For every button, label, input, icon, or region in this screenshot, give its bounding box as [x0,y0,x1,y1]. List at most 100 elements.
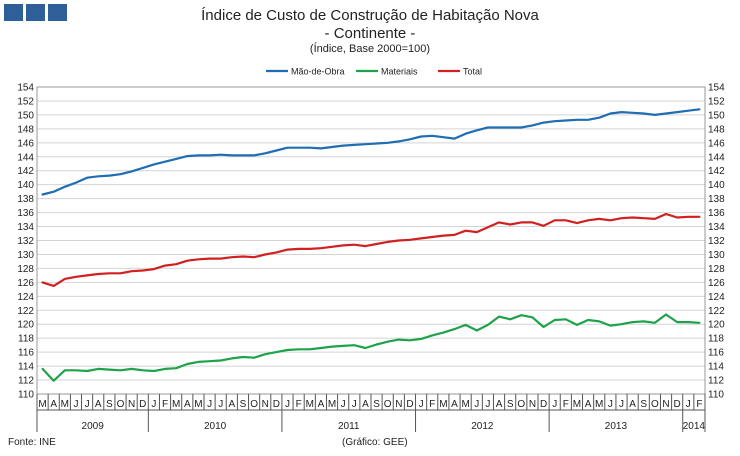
y-tick-label-left: 144 [17,152,34,163]
x-month-label: M [38,399,46,410]
y-tick-label-left: 122 [17,306,34,317]
x-month-label: M [595,399,603,410]
y-tick-label-right: 134 [708,222,725,233]
legend-label: Total [463,67,482,77]
y-tick-label-left: 130 [17,250,34,261]
y-tick-label-left: 150 [17,110,34,121]
x-month-label: J [474,399,479,410]
x-month-label: J [151,399,156,410]
x-month-label: J [73,399,78,410]
y-tick-label-left: 124 [17,292,34,303]
x-month-label: M [306,399,314,410]
x-month-label: A [362,399,369,410]
x-month-label: J [552,399,557,410]
y-tick-label-right: 122 [708,306,725,317]
x-month-label: A [585,399,592,410]
source-note: Fonte: INE [8,437,56,448]
x-month-label: D [139,399,146,410]
series-line [41,212,701,287]
chart-credit: (Gráfico: GEE) [342,437,408,448]
x-month-label: N [529,399,536,410]
x-month-label: A [95,399,102,410]
y-tick-label-right: 152 [708,96,725,107]
x-month-label: N [128,399,135,410]
x-month-label: F [162,399,168,410]
x-month-label: F [296,399,302,410]
y-tick-label-right: 132 [708,236,725,247]
y-tick-label-right: 148 [708,124,725,135]
y-tick-label-right: 124 [708,292,725,303]
x-year-label: 2013 [605,421,628,432]
x-month-label: M [328,399,336,410]
x-month-label: M [439,399,447,410]
y-tick-label-left: 146 [17,138,34,149]
x-month-label: J [352,399,357,410]
x-year-label: 2011 [338,421,360,432]
x-month-label: S [507,399,514,410]
y-tick-label-left: 138 [17,194,34,205]
y-tick-label-left: 132 [17,236,34,247]
x-month-label: A [50,399,57,410]
gee-logo [4,4,67,21]
y-tick-label-left: 126 [17,278,34,289]
x-month-label: D [406,399,413,410]
chart-title: Índice de Custo de Construção de Habitaç… [201,7,539,24]
x-month-label: M [573,399,581,410]
y-tick-label-left: 112 [18,376,34,387]
y-tick-label-left: 142 [17,166,34,177]
y-tick-label-left: 118 [18,334,34,345]
x-month-label: S [640,399,647,410]
x-month-label: J [218,399,223,410]
x-month-label: A [318,399,325,410]
series-line [41,313,701,382]
y-tick-label-right: 128 [708,264,725,275]
x-month-label: N [662,399,669,410]
x-year-label: 2010 [204,421,227,432]
legend-label: Materiais [381,67,418,77]
x-month-label: F [563,399,569,410]
x-month-label: S [240,399,247,410]
x-month-label: O [651,399,659,410]
x-month-label: D [674,399,681,410]
y-tick-label-right: 154 [708,83,725,94]
y-tick-label-right: 146 [708,138,725,149]
x-month-label: O [384,399,392,410]
x-month-label: M [194,399,202,410]
x-month-label: J [85,399,90,410]
x-month-label: N [262,399,269,410]
x-month-label: N [395,399,402,410]
y-tick-label-left: 116 [18,348,34,359]
x-month-label: J [485,399,490,410]
x-month-label: S [373,399,380,410]
y-tick-label-left: 140 [17,180,34,191]
x-month-label: A [228,399,235,410]
y-tick-label-right: 142 [708,166,725,177]
x-month-label: J [608,399,613,410]
y-tick-label-left: 120 [17,320,34,331]
x-year-label: 2009 [82,421,105,432]
y-tick-label-right: 138 [708,194,725,205]
chart-subtitle: - Continente - [324,25,416,42]
y-tick-label-left: 136 [17,208,34,219]
y-tick-label-left: 154 [17,83,34,94]
y-tick-label-left: 134 [17,222,34,233]
y-tick-label-right: 144 [708,152,725,163]
x-month-label: M [461,399,469,410]
x-month-label: D [540,399,547,410]
logo-square-2 [26,4,45,21]
y-tick-label-right: 116 [708,348,724,359]
y-tick-label-right: 118 [708,334,724,345]
x-month-label: M [61,399,69,410]
x-month-label: F [429,399,435,410]
logo-square-3 [48,4,67,21]
x-year-label: 2012 [471,421,494,432]
x-month-label: O [517,399,525,410]
x-month-label: A [451,399,458,410]
y-tick-label-left: 152 [17,96,34,107]
y-tick-label-right: 110 [708,390,724,401]
x-month-label: D [273,399,280,410]
x-month-label: A [184,399,191,410]
y-tick-label-right: 126 [708,278,725,289]
x-month-label: A [496,399,503,410]
